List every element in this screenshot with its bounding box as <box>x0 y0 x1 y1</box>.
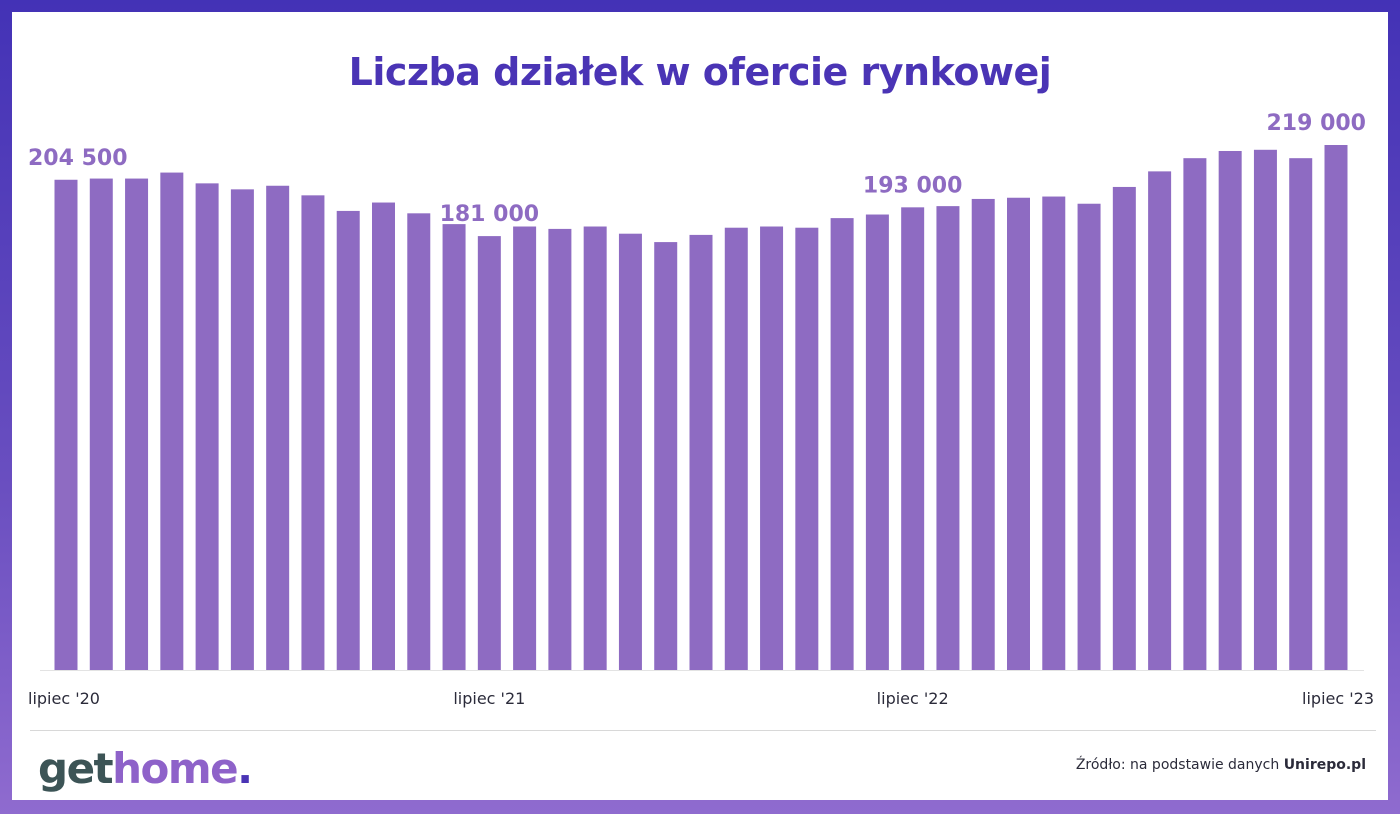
data-label: 193 000 <box>863 173 963 198</box>
bar <box>90 179 113 670</box>
chart-card: Liczba działek w ofercie rynkowej 204 50… <box>12 12 1388 800</box>
x-tick-label: lipiec '22 <box>877 689 949 708</box>
bar <box>760 227 783 670</box>
bar <box>266 186 289 670</box>
bar <box>725 228 748 670</box>
bar <box>795 228 818 670</box>
bar <box>407 213 430 670</box>
bar <box>1219 151 1242 670</box>
source-prefix: Źródło: na podstawie danych <box>1076 757 1279 773</box>
bar <box>1183 158 1206 670</box>
data-label: 219 000 <box>1266 111 1366 136</box>
x-tick-label: lipiec '21 <box>453 689 525 708</box>
bar <box>619 234 642 670</box>
logo-part-get: get <box>38 744 112 793</box>
x-tick-label: lipiec '23 <box>1302 689 1374 708</box>
bar <box>301 195 324 670</box>
bar <box>196 183 219 670</box>
bar <box>1325 145 1348 670</box>
bar <box>1289 158 1312 670</box>
bar <box>1042 197 1065 670</box>
bar <box>231 189 254 670</box>
bar <box>1078 204 1101 670</box>
logo-part-dot: . <box>237 744 251 793</box>
bar <box>1148 171 1171 670</box>
bar <box>936 206 959 670</box>
bar <box>443 224 466 670</box>
gethome-logo: gethome. <box>38 744 252 793</box>
bar <box>55 180 78 670</box>
bar <box>160 173 183 670</box>
bar <box>513 227 536 670</box>
data-label: 181 000 <box>440 202 540 227</box>
logo-part-home: home <box>112 744 237 793</box>
bar <box>372 203 395 670</box>
bar <box>548 229 571 670</box>
bar <box>584 227 607 670</box>
bar <box>831 218 854 670</box>
bar <box>478 236 501 670</box>
bar <box>337 211 360 670</box>
bar <box>690 235 713 670</box>
bar-chart: 204 500 181 000 193 000 219 000 lipiec '20 li… <box>12 12 1388 712</box>
bar <box>1113 187 1136 670</box>
bar <box>654 242 677 670</box>
bar <box>1254 150 1277 670</box>
bar <box>125 179 148 670</box>
source-name: Unirepo.pl <box>1284 757 1366 773</box>
bar <box>972 199 995 670</box>
x-tick-label: lipiec '20 <box>28 689 100 708</box>
bar <box>901 207 924 670</box>
footer-divider <box>30 730 1376 731</box>
bar <box>866 215 889 670</box>
source-note: Źródło: na podstawie danych Unirepo.pl <box>1076 757 1366 773</box>
data-label: 204 500 <box>28 146 128 171</box>
bar <box>1007 198 1030 670</box>
